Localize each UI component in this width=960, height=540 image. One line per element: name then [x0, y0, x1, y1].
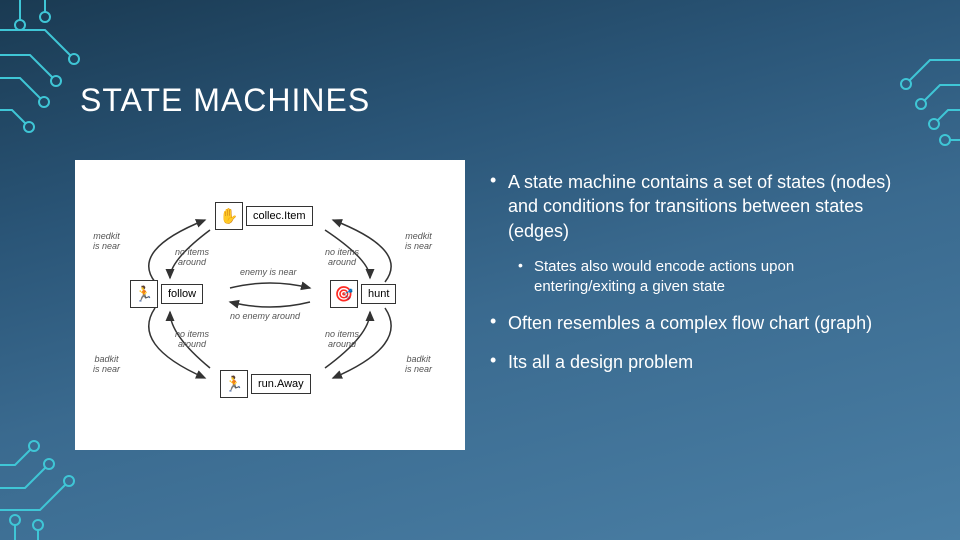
edge-label: badkit is near — [93, 355, 120, 375]
bullet-item: • Its all a design problem — [490, 350, 900, 374]
bullet-item-sub: • States also would encode actions upon … — [518, 257, 900, 298]
bullet-dot-icon: • — [490, 311, 508, 335]
state-label: follow — [161, 284, 203, 304]
state-node-runaway: 🏃 run.Away — [220, 370, 311, 398]
edge-label: medkit is near — [405, 232, 432, 252]
edge-label: no items around — [175, 248, 209, 268]
runaway-icon: 🏃 — [220, 370, 248, 398]
state-node-hunt: 🎯 hunt — [330, 280, 396, 308]
edge-label: no items around — [175, 330, 209, 350]
state-label: hunt — [361, 284, 396, 304]
bullet-dot-icon: • — [518, 257, 534, 298]
bullet-item: • Often resembles a complex flow chart (… — [490, 311, 900, 335]
state-node-follow: 🏃 follow — [130, 280, 203, 308]
edge-label: no items around — [325, 330, 359, 350]
edge-label: medkit is near — [93, 232, 120, 252]
bullet-dot-icon: • — [490, 350, 508, 374]
slide-title: STATE MACHINES — [80, 82, 370, 119]
state-label: run.Away — [251, 374, 311, 394]
state-machine-diagram: ✋ collec.Item 🏃 follow 🎯 hunt 🏃 run.Away… — [75, 160, 465, 450]
bullet-text: A state machine contains a set of states… — [508, 170, 900, 243]
state-label: collec.Item — [246, 206, 313, 226]
bullet-item: • A state machine contains a set of stat… — [490, 170, 900, 243]
collect-icon: ✋ — [215, 202, 243, 230]
bullet-list: • A state machine contains a set of stat… — [490, 160, 900, 500]
edge-label: no enemy around — [230, 312, 300, 322]
edge-label: no items around — [325, 248, 359, 268]
state-node-collect: ✋ collec.Item — [215, 202, 313, 230]
edge-label: enemy is near — [240, 268, 297, 278]
bullet-text: States also would encode actions upon en… — [534, 257, 900, 298]
content-area: ✋ collec.Item 🏃 follow 🎯 hunt 🏃 run.Away… — [75, 160, 900, 500]
bullet-dot-icon: • — [490, 170, 508, 243]
bullet-text: Its all a design problem — [508, 350, 900, 374]
follow-icon: 🏃 — [130, 280, 158, 308]
edge-label: badkit is near — [405, 355, 432, 375]
slide: STATE MACHINES — [0, 0, 960, 540]
bullet-text: Often resembles a complex flow chart (gr… — [508, 311, 900, 335]
hunt-icon: 🎯 — [330, 280, 358, 308]
